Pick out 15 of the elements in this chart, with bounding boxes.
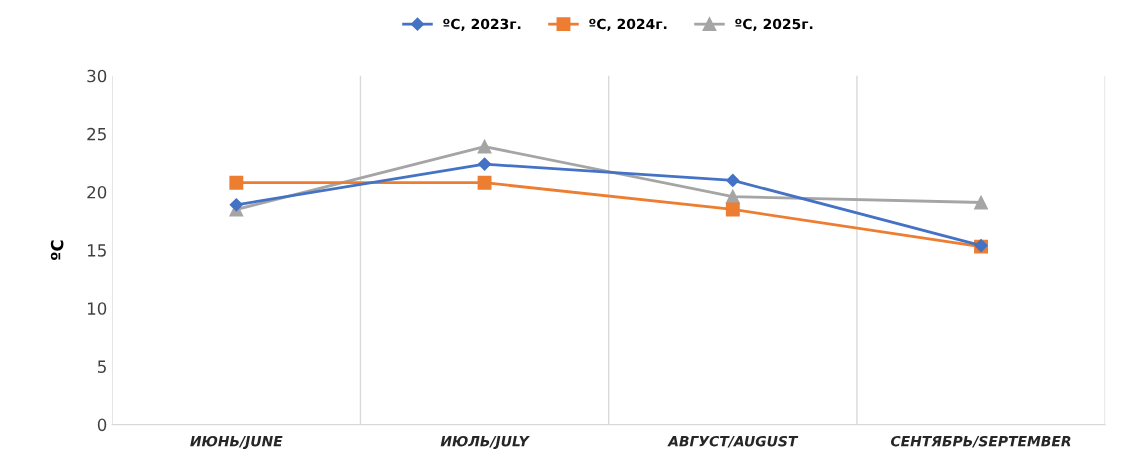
x-tick-label: СЕНТЯБРЬ/SEPTEMBER bbox=[890, 435, 1071, 448]
legend-label: ºC, 2023г. bbox=[443, 18, 521, 31]
x-tick-label: ИЮЛЬ/JULY bbox=[440, 435, 530, 450]
y-axis-title: ºC bbox=[50, 240, 64, 261]
y-tick-label: 30 bbox=[87, 69, 107, 83]
y-tick-label: 0 bbox=[97, 418, 107, 432]
legend-label: ºC, 2025г. bbox=[735, 18, 813, 31]
x-tick-label: АВГУСТ/AUGUST bbox=[667, 435, 799, 448]
y-tick-label: 20 bbox=[87, 185, 107, 199]
y-tick-label: 15 bbox=[87, 244, 106, 257]
x-tick-label: ИЮНЬ/JUNE bbox=[190, 435, 283, 450]
legend-label: ºC, 2024г. bbox=[589, 18, 667, 31]
y-tick-label: 10 bbox=[87, 302, 107, 315]
y-tick-label: 5 bbox=[98, 360, 106, 373]
y-tick-label: 25 bbox=[87, 127, 106, 141]
